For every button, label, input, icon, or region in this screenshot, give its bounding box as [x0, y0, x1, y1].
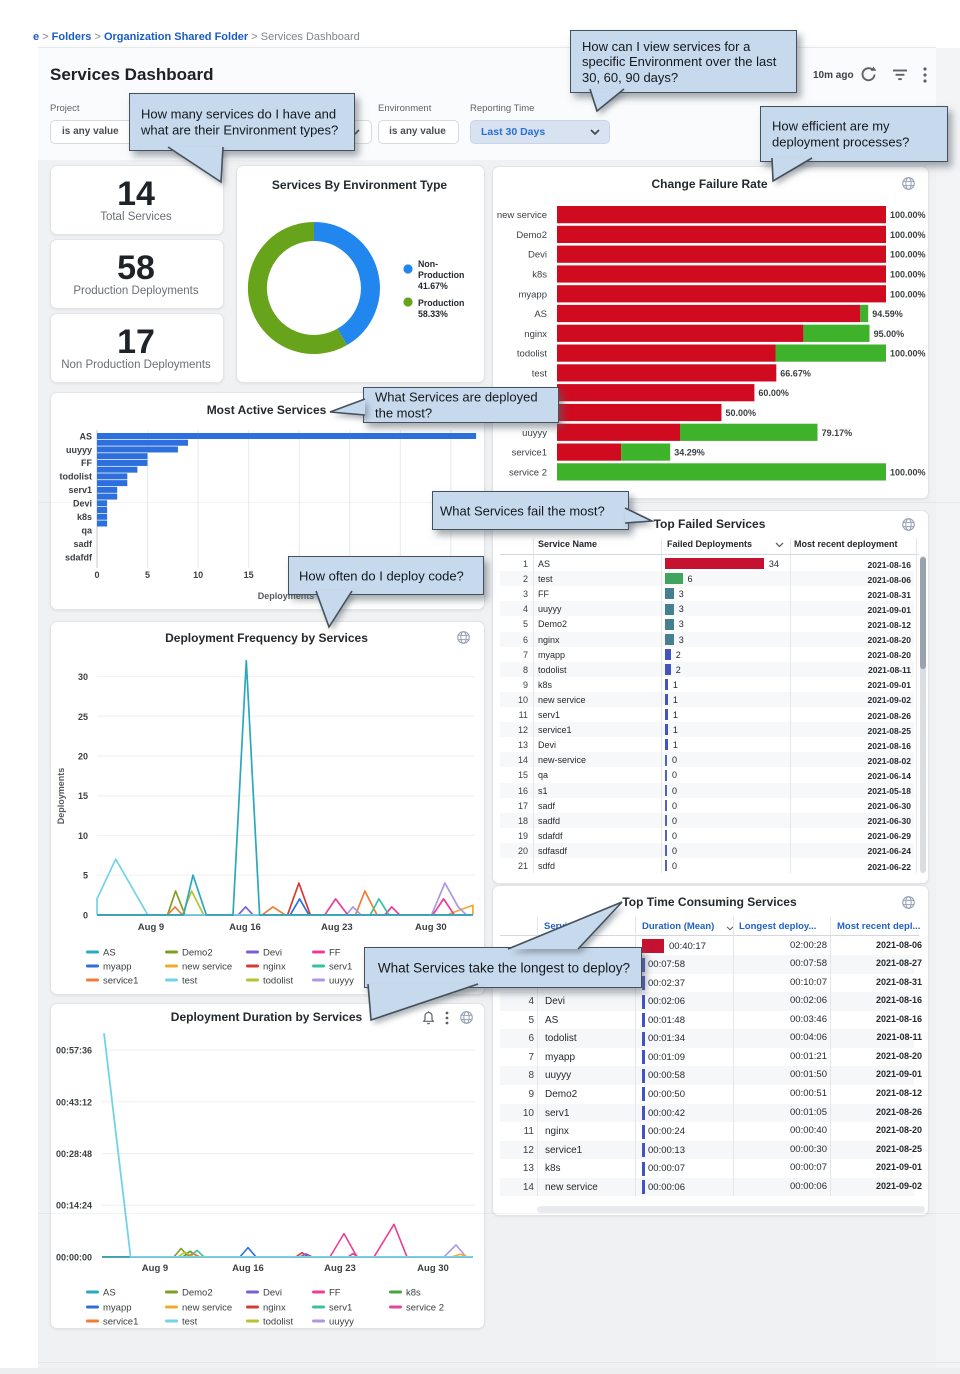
svg-text:60.00%: 60.00% — [758, 388, 789, 398]
svg-text:Aug 23: Aug 23 — [324, 1263, 356, 1274]
svg-text:41.67%: 41.67% — [418, 281, 448, 291]
svg-text:94.59%: 94.59% — [872, 309, 903, 319]
svg-text:uuyyy: uuyyy — [329, 976, 354, 987]
svg-text:Aug 30: Aug 30 — [417, 1263, 449, 1274]
svg-text:service 2: service 2 — [509, 467, 547, 478]
svg-text:100.00%: 100.00% — [890, 289, 926, 299]
svg-text:serv1: serv1 — [329, 962, 352, 973]
svg-text:Demo2: Demo2 — [182, 1288, 213, 1299]
svg-text:Aug 16: Aug 16 — [229, 922, 261, 933]
svg-text:nginx: nginx — [524, 329, 547, 340]
svg-text:test: test — [182, 976, 198, 987]
svg-text:95.00%: 95.00% — [874, 329, 905, 339]
svg-text:Devi: Devi — [263, 948, 282, 959]
svg-text:20: 20 — [78, 752, 88, 762]
svg-text:100.00%: 100.00% — [890, 270, 926, 280]
svg-text:0: 0 — [83, 910, 88, 920]
svg-text:79.17%: 79.17% — [822, 428, 853, 438]
svg-text:service1: service1 — [103, 1317, 138, 1328]
svg-text:Demo2: Demo2 — [182, 948, 213, 959]
svg-text:service 2: service 2 — [406, 1303, 444, 1314]
svg-text:new service: new service — [182, 962, 232, 973]
svg-text:100.00%: 100.00% — [890, 230, 926, 240]
svg-text:15: 15 — [78, 791, 88, 801]
svg-text:test: test — [532, 368, 548, 379]
svg-text:myapp: myapp — [518, 289, 547, 300]
svg-text:todolist: todolist — [263, 976, 293, 987]
svg-text:Devi: Devi — [73, 499, 92, 509]
svg-text:00:57:36: 00:57:36 — [56, 1046, 92, 1056]
svg-text:todolist: todolist — [60, 472, 93, 482]
svg-text:service1: service1 — [103, 976, 138, 987]
svg-text:100.00%: 100.00% — [890, 210, 926, 220]
svg-text:AS: AS — [79, 431, 92, 441]
svg-text:AS: AS — [103, 948, 116, 959]
svg-text:qa: qa — [81, 526, 92, 536]
svg-text:new service: new service — [182, 1303, 232, 1314]
svg-text:Demo2: Demo2 — [516, 230, 547, 241]
svg-text:uuyyy: uuyyy — [66, 445, 92, 455]
svg-text:66.67%: 66.67% — [780, 368, 811, 378]
svg-text:uuyyy: uuyyy — [522, 428, 547, 439]
svg-text:0: 0 — [94, 570, 99, 580]
svg-text:00:43:12: 00:43:12 — [56, 1097, 92, 1107]
svg-text:Devi: Devi — [528, 250, 547, 261]
svg-text:sadf: sadf — [73, 539, 93, 549]
svg-text:34.29%: 34.29% — [674, 448, 705, 458]
svg-text:Aug 30: Aug 30 — [415, 922, 447, 933]
svg-text:Aug 9: Aug 9 — [138, 922, 164, 933]
svg-text:5: 5 — [145, 570, 150, 580]
svg-text:00:00:00: 00:00:00 — [56, 1252, 92, 1262]
svg-text:Aug 9: Aug 9 — [142, 1263, 168, 1274]
svg-text:AS: AS — [103, 1288, 116, 1299]
svg-text:Production: Production — [418, 298, 464, 308]
svg-text:5: 5 — [83, 871, 88, 881]
svg-text:service1: service1 — [512, 448, 547, 459]
svg-text:15: 15 — [244, 570, 254, 580]
svg-text:10: 10 — [193, 570, 203, 580]
svg-text:50.00%: 50.00% — [726, 408, 757, 418]
svg-text:new service: new service — [497, 210, 547, 221]
svg-text:Aug 23: Aug 23 — [321, 922, 353, 933]
svg-text:myapp: myapp — [103, 1303, 132, 1314]
svg-text:30: 30 — [78, 672, 88, 682]
svg-text:sdafdf: sdafdf — [65, 552, 93, 562]
svg-text:serv1: serv1 — [329, 1303, 352, 1314]
svg-text:k8s: k8s — [77, 512, 92, 522]
svg-text:k8s: k8s — [532, 270, 547, 281]
svg-text:25: 25 — [78, 712, 88, 722]
svg-text:Production: Production — [418, 270, 464, 280]
svg-text:todolist: todolist — [263, 1317, 293, 1328]
svg-text:Non-: Non- — [418, 259, 438, 269]
svg-text:Deployments: Deployments — [258, 591, 315, 601]
svg-text:nginx: nginx — [263, 1303, 286, 1314]
svg-text:Deployments: Deployments — [56, 768, 66, 825]
svg-text:myapp: myapp — [103, 962, 132, 973]
svg-text:58.33%: 58.33% — [418, 309, 448, 319]
svg-text:k8s: k8s — [406, 1288, 421, 1299]
svg-text:00:28:48: 00:28:48 — [56, 1149, 92, 1159]
svg-text:FF: FF — [329, 1288, 341, 1299]
svg-text:serv1: serv1 — [68, 485, 92, 495]
svg-text:100.00%: 100.00% — [890, 349, 926, 359]
svg-text:100.00%: 100.00% — [890, 467, 926, 477]
svg-text:uuyyy: uuyyy — [329, 1317, 354, 1328]
svg-text:test: test — [182, 1317, 198, 1328]
svg-text:100.00%: 100.00% — [890, 250, 926, 260]
svg-text:Devi: Devi — [263, 1288, 282, 1299]
svg-text:AS: AS — [534, 309, 547, 320]
svg-text:FF: FF — [329, 948, 341, 959]
svg-text:00:14:24: 00:14:24 — [56, 1201, 92, 1211]
svg-text:FF: FF — [81, 458, 92, 468]
svg-text:Aug 16: Aug 16 — [232, 1263, 264, 1274]
svg-text:todolist: todolist — [517, 349, 547, 360]
svg-text:nginx: nginx — [263, 962, 286, 973]
svg-text:10: 10 — [78, 831, 88, 841]
